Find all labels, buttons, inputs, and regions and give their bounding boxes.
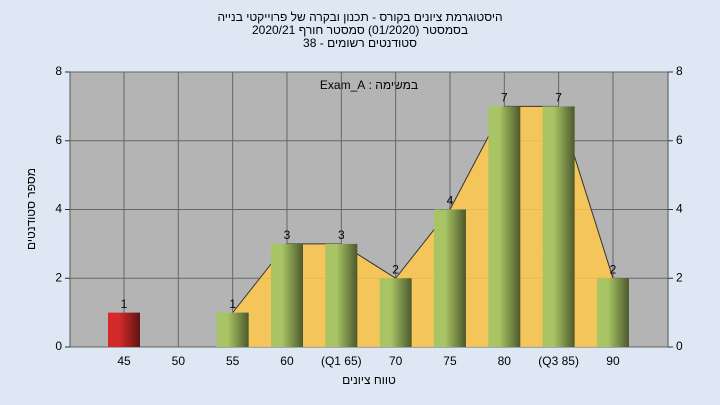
x-tick-label: 55	[226, 354, 240, 368]
value-label: 4	[447, 194, 454, 208]
chart-subtitle: סטודנטים רשומים - 38	[303, 36, 417, 50]
x-tick-label: 75	[443, 354, 457, 368]
x-tick-label: 90	[606, 354, 620, 368]
y-tick-label: 2	[55, 270, 62, 284]
value-label: 1	[121, 297, 128, 311]
x-tick-label: 70	[389, 354, 403, 368]
annotation: במשימה : Exam_A	[320, 78, 418, 92]
bar	[542, 106, 575, 347]
bar	[488, 106, 521, 347]
value-label: 2	[392, 262, 399, 276]
y-axis-label: מספר סטודנטים	[24, 168, 38, 250]
bar	[379, 278, 412, 347]
y-tick-label: 4	[55, 202, 62, 216]
x-tick-label: 80	[498, 354, 512, 368]
x-tick-label: (Q1 65)	[321, 354, 362, 368]
value-label: 3	[284, 228, 291, 242]
value-label: 7	[555, 91, 562, 105]
x-axis-label: טווח ציונים	[342, 373, 396, 387]
y-tick-label: 6	[55, 133, 62, 147]
y-tick-label: 4	[676, 202, 683, 216]
chart-subtitle: בסמסטר (01/2020) סמסטר חורף 2020/21	[252, 23, 468, 37]
value-label: 3	[338, 228, 345, 242]
x-tick-label: (Q3 85)	[538, 354, 579, 368]
y-tick-label: 8	[55, 64, 62, 78]
value-label: 1	[229, 297, 236, 311]
value-label: 2	[610, 262, 617, 276]
bar	[433, 209, 466, 347]
y-tick-label: 0	[676, 339, 683, 353]
bar	[270, 243, 303, 347]
chart-title: היסטוגרמת ציונים בקורס - תכנון ובקרה של …	[217, 10, 502, 24]
bar	[325, 243, 358, 347]
bar	[108, 312, 140, 347]
y-tick-label: 6	[676, 133, 683, 147]
x-tick-label: 60	[280, 354, 294, 368]
x-tick-label: 45	[117, 354, 131, 368]
y-tick-label: 0	[55, 339, 62, 353]
bar	[596, 278, 629, 347]
bar	[216, 312, 249, 347]
x-tick-label: 50	[172, 354, 186, 368]
value-label: 7	[501, 91, 508, 105]
y-tick-label: 8	[676, 64, 683, 78]
y-tick-label: 2	[676, 270, 683, 284]
